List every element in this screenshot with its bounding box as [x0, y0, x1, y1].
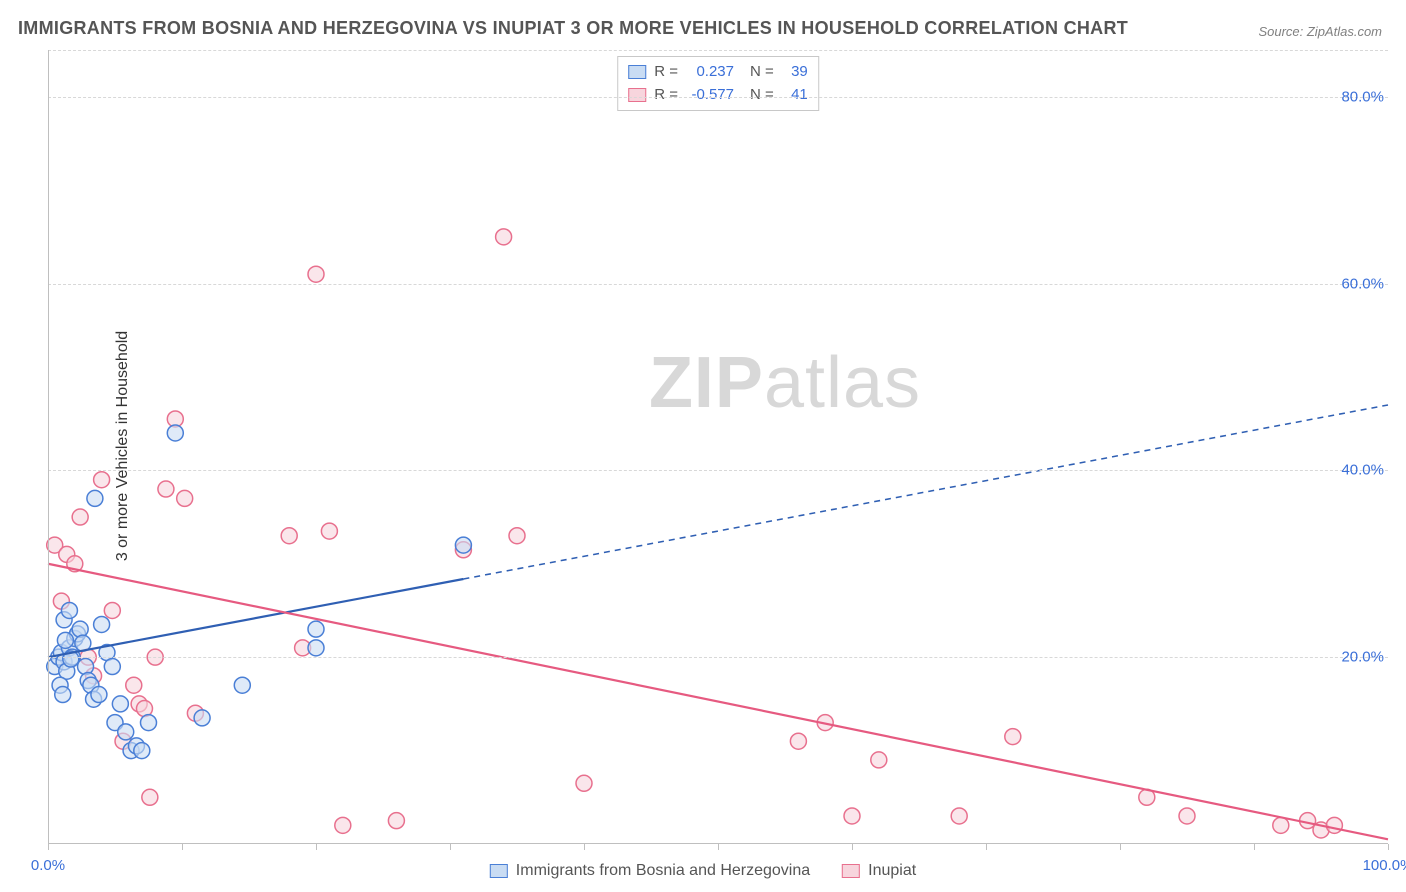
n-label: N = [750, 84, 774, 107]
legend-item-bosnia: Immigrants from Bosnia and Herzegovina [490, 862, 810, 880]
r-value-bosnia: 0.237 [684, 61, 734, 84]
y-tick-label: 20.0% [1341, 649, 1384, 666]
y-tick-label: 60.0% [1341, 275, 1384, 292]
stats-row-bosnia: R = 0.237 N = 39 [628, 61, 808, 84]
swatch-inupiat [842, 864, 860, 878]
swatch-bosnia [628, 65, 646, 79]
stats-row-inupiat: R = -0.577 N = 41 [628, 84, 808, 107]
y-tick-label: 40.0% [1341, 462, 1384, 479]
swatch-inupiat [628, 88, 646, 102]
legend-label-inupiat: Inupiat [868, 862, 916, 880]
n-value-bosnia: 39 [780, 61, 808, 84]
source-label: Source: ZipAtlas.com [1258, 24, 1382, 39]
x-tick-label: 100.0% [1363, 857, 1406, 874]
plot-area: ZIPatlas R = 0.237 N = 39 R = -0.577 N =… [48, 50, 1388, 844]
r-label: R = [654, 61, 678, 84]
swatch-bosnia [490, 864, 508, 878]
stats-legend-box: R = 0.237 N = 39 R = -0.577 N = 41 [617, 56, 819, 111]
legend-label-bosnia: Immigrants from Bosnia and Herzegovina [516, 862, 810, 880]
y-tick-label: 80.0% [1341, 88, 1384, 105]
r-value-inupiat: -0.577 [684, 84, 734, 107]
scatter-chart [48, 50, 1388, 844]
x-tick-label: 0.0% [31, 857, 65, 874]
r-label: R = [654, 84, 678, 107]
chart-title: IMMIGRANTS FROM BOSNIA AND HERZEGOVINA V… [18, 18, 1128, 39]
bottom-legend: Immigrants from Bosnia and Herzegovina I… [490, 862, 916, 880]
legend-item-inupiat: Inupiat [842, 862, 916, 880]
n-value-inupiat: 41 [780, 84, 808, 107]
n-label: N = [750, 61, 774, 84]
